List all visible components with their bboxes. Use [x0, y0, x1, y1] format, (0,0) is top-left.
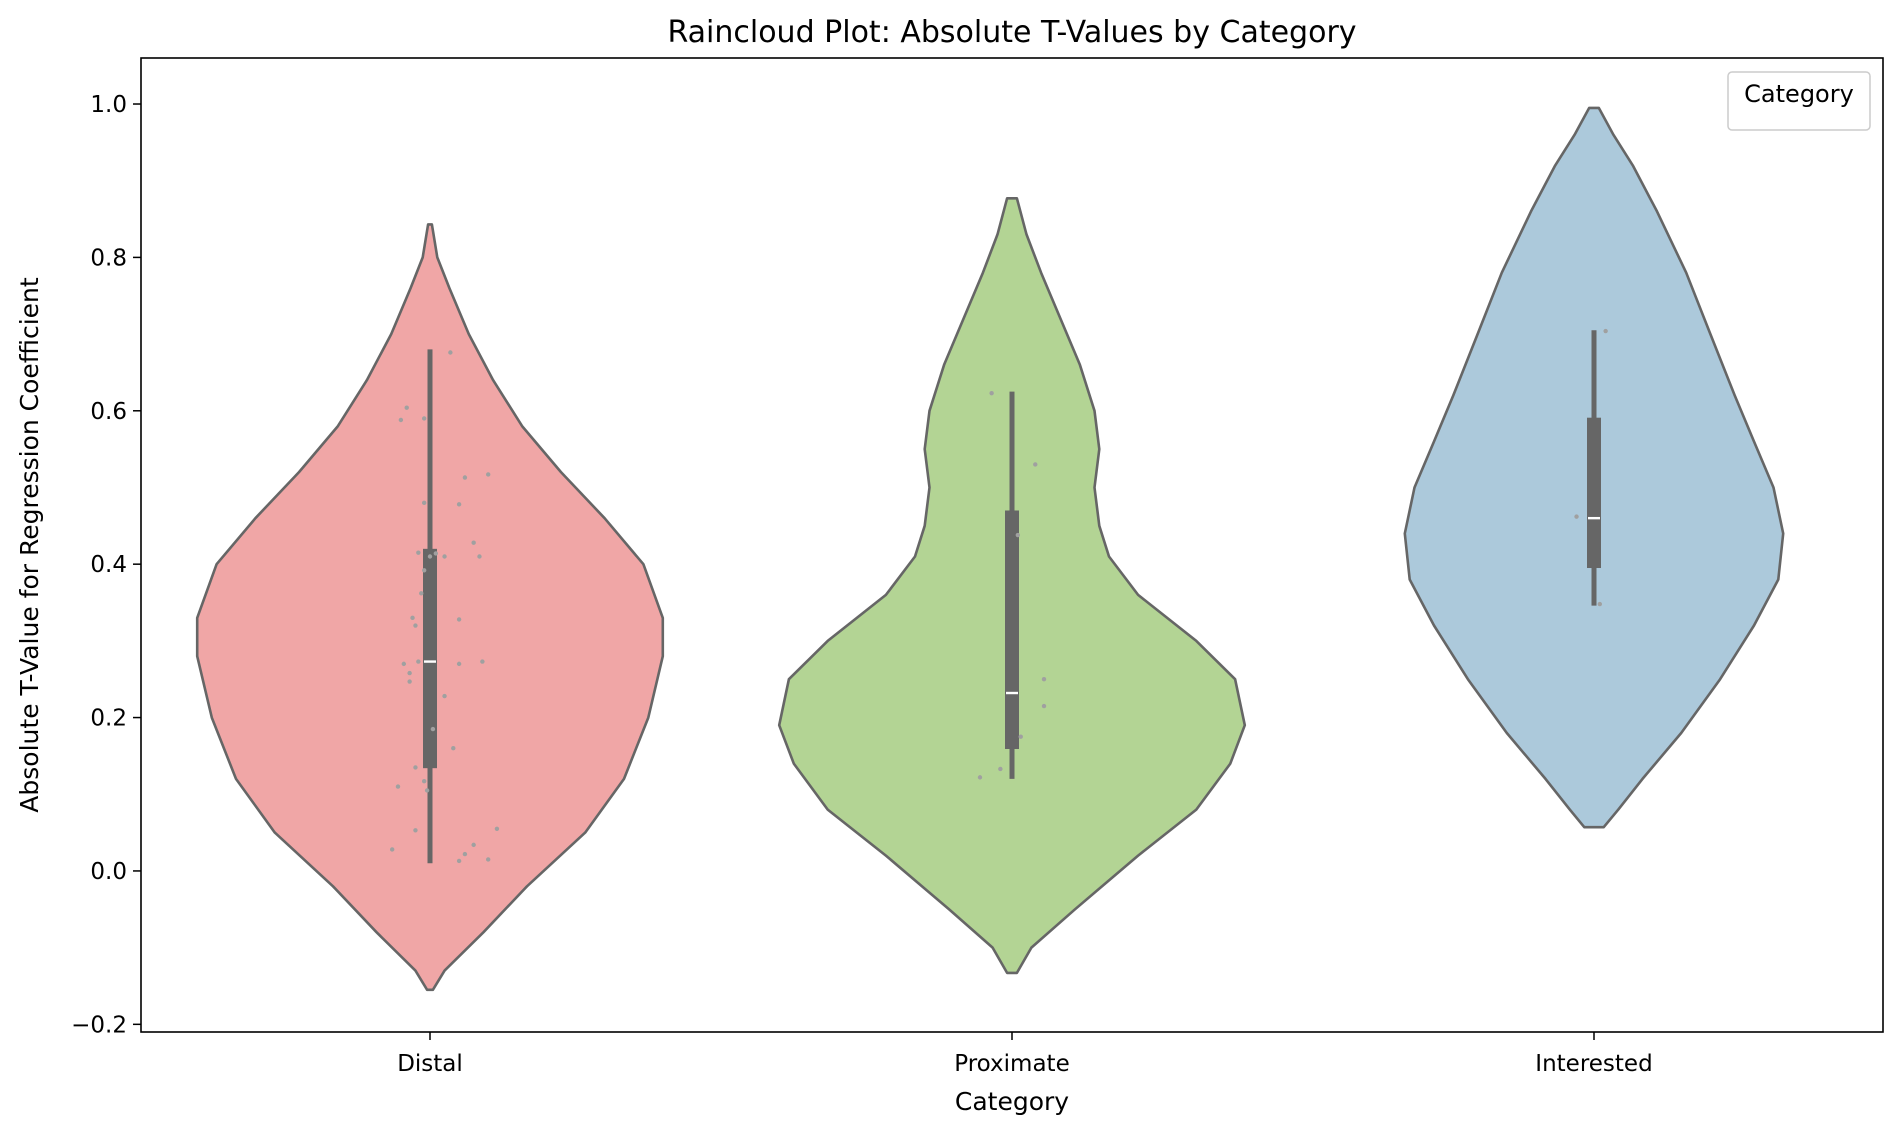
x-tick-label: Distal [397, 1051, 463, 1077]
data-point-distal-25 [427, 554, 433, 559]
data-point-distal-37 [421, 416, 427, 421]
data-point-distal-14 [401, 661, 407, 667]
data-point-interested-1 [1597, 601, 1603, 607]
data-point-distal-5 [486, 857, 491, 862]
x-axis: Distal Proximate Interested [397, 1032, 1653, 1077]
data-point-distal-27 [433, 551, 439, 556]
y-tick-label: −0.2 [71, 1012, 127, 1038]
violin-group-interested [1403, 106, 1785, 829]
data-point-distal-7 [395, 784, 401, 789]
data-point-distal-22 [419, 591, 424, 596]
data-point-distal-3 [462, 851, 468, 857]
y-tick-label: 1.0 [90, 92, 127, 118]
x-tick-label: Proximate [954, 1051, 1069, 1077]
data-point-distal-2 [456, 858, 462, 864]
x-tick-label: Interested [1535, 1051, 1652, 1077]
box-distal [423, 548, 437, 769]
y-axis-label: Absolute T-Value for Regression Coeffici… [15, 277, 44, 813]
violin-group-proximate [777, 197, 1247, 975]
data-point-distal-12 [430, 726, 436, 732]
data-point-distal-23 [456, 617, 462, 622]
data-point-proximate-1 [998, 766, 1003, 772]
violin-group-distal [195, 223, 665, 992]
data-point-distal-29 [477, 554, 482, 559]
y-tick-label: 0.8 [90, 245, 127, 271]
data-point-distal-1 [413, 828, 418, 833]
data-point-distal-8 [413, 765, 418, 770]
data-point-distal-6 [494, 826, 500, 831]
data-point-distal-28 [471, 540, 476, 545]
data-point-distal-34 [486, 472, 491, 477]
data-point-distal-30 [416, 550, 421, 555]
y-tick-label: 0.6 [90, 399, 127, 425]
y-axis: −0.2 0.0 0.2 0.4 0.6 0.8 1.0 [71, 92, 141, 1038]
data-point-distal-18 [456, 661, 462, 667]
box-interested [1587, 417, 1601, 569]
data-point-distal-35 [398, 417, 404, 423]
data-point-distal-31 [421, 500, 427, 506]
data-point-distal-36 [404, 405, 409, 410]
x-axis-label: Category [955, 1087, 1069, 1116]
data-point-proximate-2 [1018, 734, 1023, 739]
data-point-proximate-4 [1033, 462, 1038, 467]
data-point-proximate-0 [977, 775, 983, 780]
legend-box [1727, 71, 1871, 131]
data-point-distal-38 [448, 350, 453, 355]
data-point-proximate-5 [1041, 677, 1047, 682]
data-point-distal-4 [471, 842, 476, 848]
data-point-distal-19 [480, 659, 485, 664]
data-point-distal-10 [424, 788, 430, 793]
data-point-distal-9 [421, 779, 427, 784]
data-point-distal-32 [456, 502, 462, 507]
data-point-distal-20 [410, 615, 415, 621]
data-point-distal-33 [462, 475, 468, 480]
data-point-distal-15 [407, 670, 412, 676]
box-proximate [1005, 510, 1019, 750]
data-point-distal-21 [413, 623, 418, 628]
data-point-distal-0 [389, 847, 395, 852]
data-point-distal-26 [442, 554, 447, 559]
data-point-distal-16 [416, 659, 421, 664]
data-point-interested-0 [1574, 514, 1579, 519]
y-tick-label: 0.0 [90, 859, 127, 885]
data-point-distal-11 [451, 746, 456, 751]
data-point-proximate-3 [1015, 532, 1021, 538]
y-tick-label: 0.2 [90, 706, 127, 732]
plot-area [195, 106, 1785, 992]
data-point-proximate-7 [989, 390, 994, 396]
data-point-distal-13 [407, 679, 412, 684]
y-tick-label: 0.4 [90, 552, 127, 578]
data-point-distal-17 [442, 693, 447, 699]
data-point-distal-24 [421, 568, 427, 573]
legend-title: Category [1744, 80, 1854, 108]
chart-title: Raincloud Plot: Absolute T-Values by Cat… [667, 15, 1356, 50]
legend: Category [1727, 71, 1871, 131]
data-point-proximate-6 [1041, 703, 1047, 709]
data-point-interested-2 [1603, 328, 1608, 334]
